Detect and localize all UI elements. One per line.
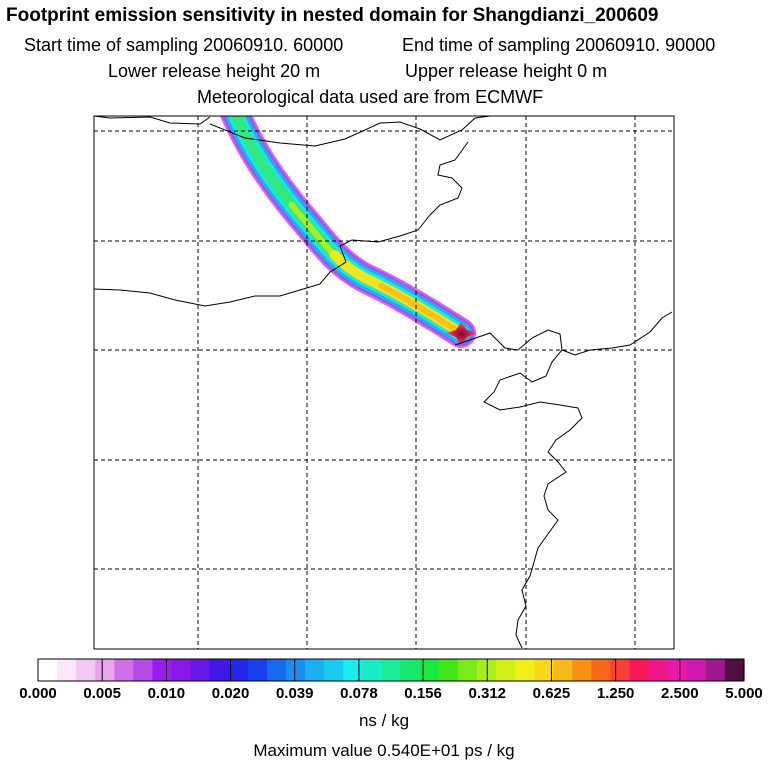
colorbar-tick-label: 0.000 [19,685,57,702]
colorbar-tick-label: 5.000 [725,685,763,702]
colorbar-cell [57,659,77,681]
colorbar-tick-label: 2.500 [661,685,699,702]
border-line-2 [209,116,491,147]
coastlines-borders [94,116,673,649]
colorbar-cell [648,659,669,681]
colorbar-cell [629,659,650,681]
plume-layer [219,116,477,348]
colorbar-cell [286,659,306,681]
colorbar-cell [152,659,173,681]
colorbar-cell [266,659,287,681]
colorbar-cell [495,659,516,681]
plume-band-7 [233,116,464,336]
colorbar-cell [591,659,612,681]
colorbar-tick-label: 0.625 [532,685,571,702]
colorbar-cell [438,659,459,681]
colorbar-cell [190,659,211,681]
colorbar-tick-label: 0.020 [211,685,250,702]
colorbar-cell [228,659,249,681]
colorbar-cell [515,659,535,681]
plot-title: Footprint emission sensitivity in nested… [6,5,659,26]
colorbar-tick-label: 0.312 [468,685,507,702]
colorbar-cell [305,659,325,681]
end-time-label: End time of sampling 20060910. 90000 [402,35,716,55]
colorbar-cell [209,659,230,681]
colorbar-cell [686,659,707,681]
colorbar-cell [457,659,478,681]
colorbar-cell [247,659,268,681]
colorbar-cell [76,659,96,681]
colorbar-tick-label: 0.156 [404,685,442,702]
border-line-1 [94,116,211,125]
colorbar-cell [724,659,745,681]
colorbar-unit-label: ns / kg [358,711,410,730]
colorbar-cell [610,659,631,681]
border-line-4 [454,329,583,649]
upper-release-height-label: Upper release height 0 m [405,61,608,81]
colorbar-tick-label: 0.005 [83,685,121,702]
colorbar-cell [324,659,344,681]
maximum-value-label: Maximum value 0.540E+01 ps / kg [253,741,515,760]
colorbar-cell [419,659,440,681]
receptor-marker [446,322,477,346]
colorbar-cell [553,659,573,681]
colorbar-cell [534,659,554,681]
colorbar-cell [476,659,497,681]
lower-release-height-label: Lower release height 20 m [108,61,321,81]
colorbar-tick-label: 0.039 [275,685,314,702]
colorbar-cell [171,659,192,681]
colorbar-cell [38,659,58,681]
colorbar-cell [114,659,134,681]
meteorological-data-label: Meteorological data used are from ECMWF [197,87,544,107]
map-frame [93,115,675,650]
colorbar-tick-label: 0.010 [147,685,186,702]
colorbar-tick-label: 0.078 [340,685,378,702]
grid-lines [94,116,674,649]
map-frame-background [94,116,674,649]
colorbar-frame [37,658,745,682]
colorbar-cell [381,659,402,681]
colorbar-cell [400,659,421,681]
colorbar-cell [572,659,592,681]
colorbar-cell [95,659,115,681]
border-line-3 [94,141,469,307]
colorbar-cell [362,659,383,681]
colorbar-tick-label: 1.250 [596,685,635,702]
colorbar-cell [343,659,363,681]
start-time-label: Start time of sampling 20060910. 60000 [24,35,344,55]
border-line-5 [561,311,673,356]
colorbar-cell [667,659,688,681]
colorbar-cell [133,659,154,681]
colorbar-cell [705,659,726,681]
